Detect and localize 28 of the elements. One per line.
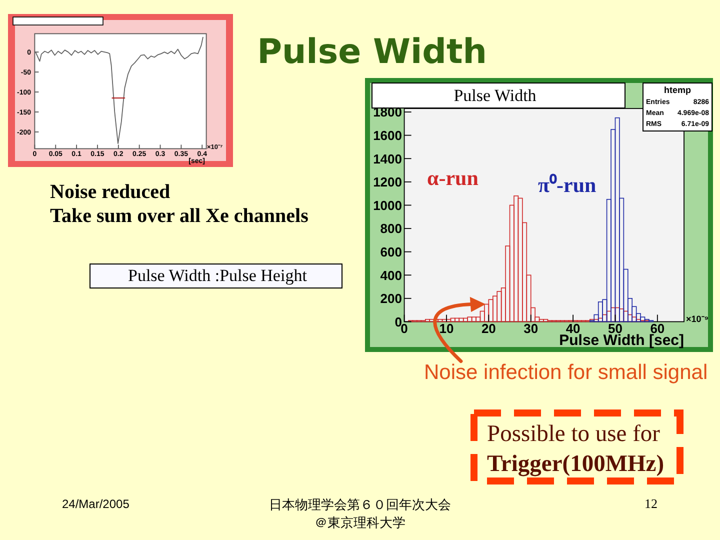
x-axis-title: Pulse Width [sec] (559, 332, 684, 349)
y-tick-label: 1600 (373, 128, 402, 143)
x-tick-label: 20 (481, 321, 496, 336)
text: Pulse Width (257, 32, 487, 72)
y-tick-label: 800 (380, 221, 402, 236)
text: ＠東京理科大学 (314, 516, 406, 531)
text: 12 (644, 496, 658, 511)
y-tick-label: 1000 (373, 198, 402, 213)
y-tick-label: 1400 (373, 151, 402, 166)
x-tick-label: 10 (439, 321, 454, 336)
text: ×10⁻⁹ (686, 314, 709, 324)
text: Take sum over all Xe channels (50, 205, 309, 227)
series-label: π⁰-run (538, 173, 596, 197)
y-tick-label: 600 (380, 244, 402, 260)
y-tick-label: 400 (380, 268, 402, 283)
text: 24/Mar/2005 (62, 497, 130, 511)
text: Possible to use for (487, 421, 660, 447)
x-tick-label: 30 (524, 321, 538, 336)
chart-title: Pulse Width (454, 86, 537, 105)
text: Noise reduced (50, 181, 170, 203)
text: 日本物理学会第６０回年次大会 (269, 498, 451, 513)
series-label: α-run (427, 166, 479, 190)
text: Pulse Width :Pulse Height (128, 266, 308, 285)
annotation: Noise infection for small signal (424, 361, 708, 384)
text: Trigger(100MHz) (487, 451, 664, 477)
text: htemp (664, 85, 692, 95)
y-tick-label: 1200 (373, 174, 402, 190)
y-tick-label: 200 (380, 291, 402, 306)
